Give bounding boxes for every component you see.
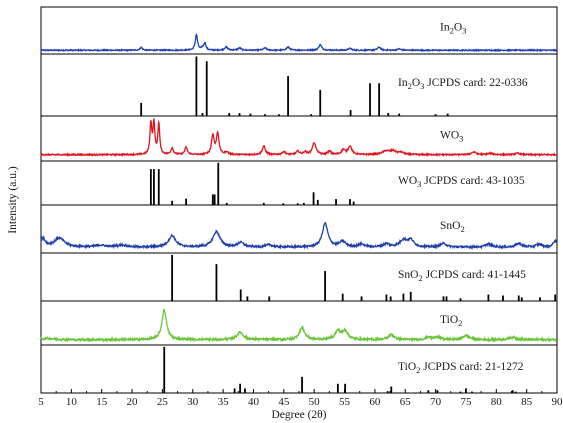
x-tick-label: 5 bbox=[38, 396, 44, 408]
panel-1: In2O3 JCPDS card: 22-0336 bbox=[40, 53, 558, 117]
panel-label-5: SnO2 JCPDS card: 41-1445 bbox=[398, 269, 526, 283]
panel-label-6: TiO2 bbox=[440, 314, 462, 328]
x-tick-label: 25 bbox=[157, 396, 169, 408]
panel-4: SnO2 bbox=[40, 204, 558, 254]
panel-frame bbox=[40, 300, 558, 346]
x-tick-label: 60 bbox=[369, 396, 381, 408]
x-tick-label: 15 bbox=[96, 396, 108, 408]
x-tick-label: 30 bbox=[187, 396, 199, 408]
series-line-0 bbox=[40, 32, 558, 53]
panel-7: TiO2 JCPDS card: 21-1272 bbox=[40, 344, 558, 394]
x-tick-label: 50 bbox=[309, 396, 321, 408]
x-tick-label: 90 bbox=[552, 396, 563, 408]
panel-label-4: SnO2 bbox=[440, 220, 465, 234]
series-line-4 bbox=[40, 221, 558, 250]
panel-label-0: In2O3 bbox=[440, 22, 466, 36]
panel-0: In2O3 bbox=[40, 6, 558, 55]
series-line-6 bbox=[40, 308, 558, 344]
x-tick-label: 40 bbox=[248, 396, 260, 408]
x-tick-label: 55 bbox=[339, 396, 351, 408]
panel-label-7: TiO2 JCPDS card: 21-1272 bbox=[398, 361, 524, 375]
x-tick-label: 85 bbox=[521, 396, 533, 408]
panel-label-1: In2O3 JCPDS card: 22-0336 bbox=[398, 77, 528, 91]
panel-label-2: WO3 bbox=[440, 130, 463, 144]
x-tick-label: 75 bbox=[460, 396, 472, 408]
chart-panels: In2O3 In2O3 JCPDS card: 22-0336 WO3 WO3 JCP… bbox=[40, 6, 558, 394]
x-tick-label: 45 bbox=[278, 396, 290, 408]
x-tick-label: 35 bbox=[218, 396, 230, 408]
x-tick-label: 65 bbox=[400, 396, 412, 408]
panel-label-3: WO3 JCPDS card: 43-1035 bbox=[398, 175, 525, 189]
x-tick-label: 80 bbox=[491, 396, 503, 408]
panel-6: TiO2 bbox=[40, 300, 558, 346]
series-line-2 bbox=[40, 118, 558, 158]
x-axis-ticks: 5 10 15 20 25 30 35 40 45 50 55 60 65 70 75 80 85 90 bbox=[38, 389, 563, 408]
y-axis-label: Intensity (a.u.) bbox=[7, 166, 19, 234]
panel-frame bbox=[40, 6, 558, 55]
x-tick-label: 10 bbox=[66, 396, 78, 408]
panel-2: WO3 bbox=[40, 115, 558, 162]
panel-3: WO3 JCPDS card: 43-1035 bbox=[40, 160, 558, 206]
panel-5: SnO2 JCPDS card: 41-1445 bbox=[40, 252, 558, 302]
x-tick-label: 20 bbox=[127, 396, 139, 408]
x-tick-label: 70 bbox=[430, 396, 442, 408]
x-axis-label: Degree (2θ) bbox=[272, 409, 327, 421]
